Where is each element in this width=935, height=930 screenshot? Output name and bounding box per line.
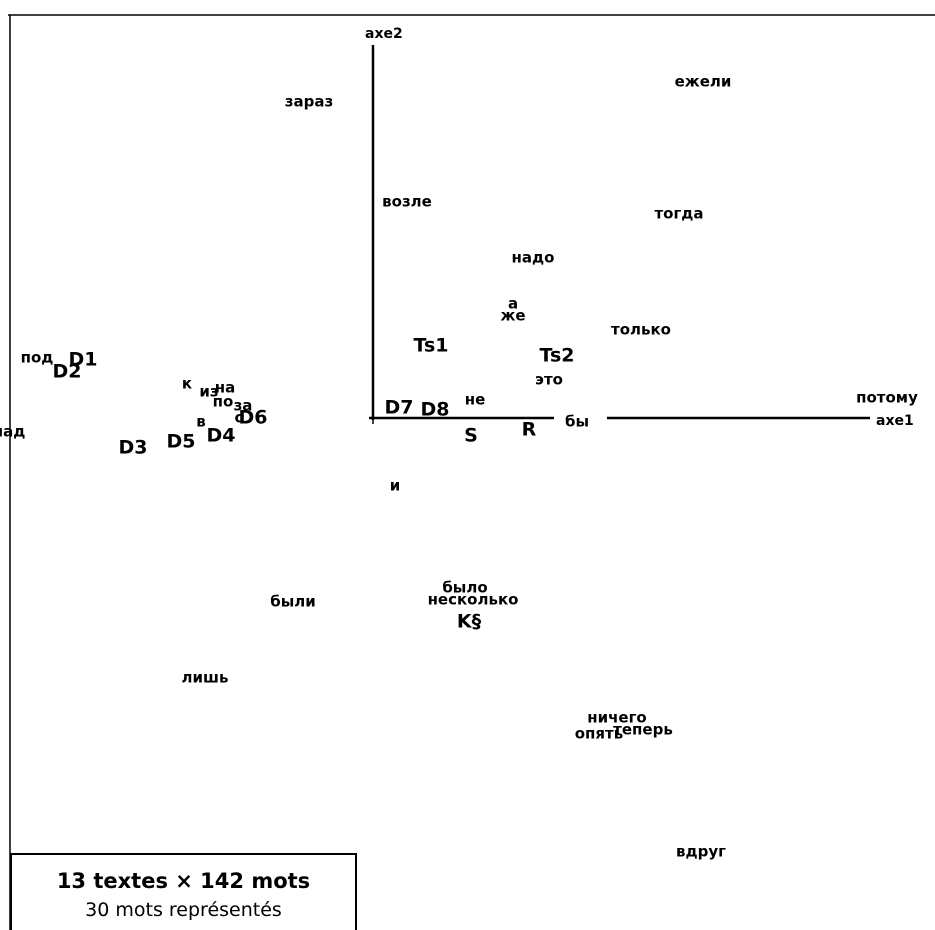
text-label: S <box>464 425 478 447</box>
word-label: бы <box>565 413 589 431</box>
word-label: из <box>199 383 218 401</box>
word-label: были <box>270 593 316 611</box>
axis2-label: axe2 <box>365 26 403 42</box>
text-label: D4 <box>207 425 236 447</box>
word-label: за <box>234 397 253 415</box>
axis1-label: axe1 <box>876 413 914 429</box>
text-label: D7 <box>385 397 414 419</box>
word-label: теперь <box>613 721 673 739</box>
word-label: с <box>235 409 244 427</box>
word-label: было <box>442 579 487 597</box>
word-label: ничего <box>587 709 647 727</box>
word-label: потому <box>856 389 918 407</box>
word-label: ежели <box>675 73 732 91</box>
word-label: и <box>390 477 401 495</box>
word-label: опять <box>575 725 623 743</box>
word-label: вдруг <box>676 843 726 861</box>
text-label: Ts2 <box>540 345 575 367</box>
text-label: D3 <box>119 437 148 459</box>
word-label: возле <box>382 193 432 211</box>
points-layer: ежели зараз возле тогда надо аже только это пото… <box>0 73 918 861</box>
word-label: не <box>465 391 486 409</box>
legend-line-dimensions: 13 textes × 142 mots <box>56 869 311 893</box>
word-label: под <box>21 349 54 367</box>
legend-line-represented: 30 mots représentés <box>85 899 282 921</box>
legend-box: 13 textes × 142 mots 30 mots représentés <box>10 853 357 930</box>
word-label: к <box>182 375 192 393</box>
text-label: D5 <box>167 431 196 453</box>
word-label: это <box>535 371 563 389</box>
word-label: в <box>196 413 206 431</box>
text-label: R <box>522 419 537 441</box>
word-label: зараз <box>285 93 333 111</box>
text-label: Ts1 <box>414 335 449 357</box>
word-label: тогда <box>654 205 703 223</box>
word-label: лишь <box>182 669 229 687</box>
word-label: надо <box>512 249 555 267</box>
text-label: K§ <box>457 611 482 633</box>
word-label: же <box>500 307 525 325</box>
word-label: только <box>611 321 671 339</box>
text-label: D2 <box>53 361 82 383</box>
text-label: D6 <box>239 407 268 429</box>
text-label: D8 <box>421 399 450 421</box>
word-label: над <box>0 423 25 441</box>
word-label: а <box>508 295 518 313</box>
word-label: на <box>215 379 236 397</box>
word-label: несколько <box>428 591 519 609</box>
word-label: по <box>213 393 234 411</box>
text-label: D1 <box>69 349 98 371</box>
